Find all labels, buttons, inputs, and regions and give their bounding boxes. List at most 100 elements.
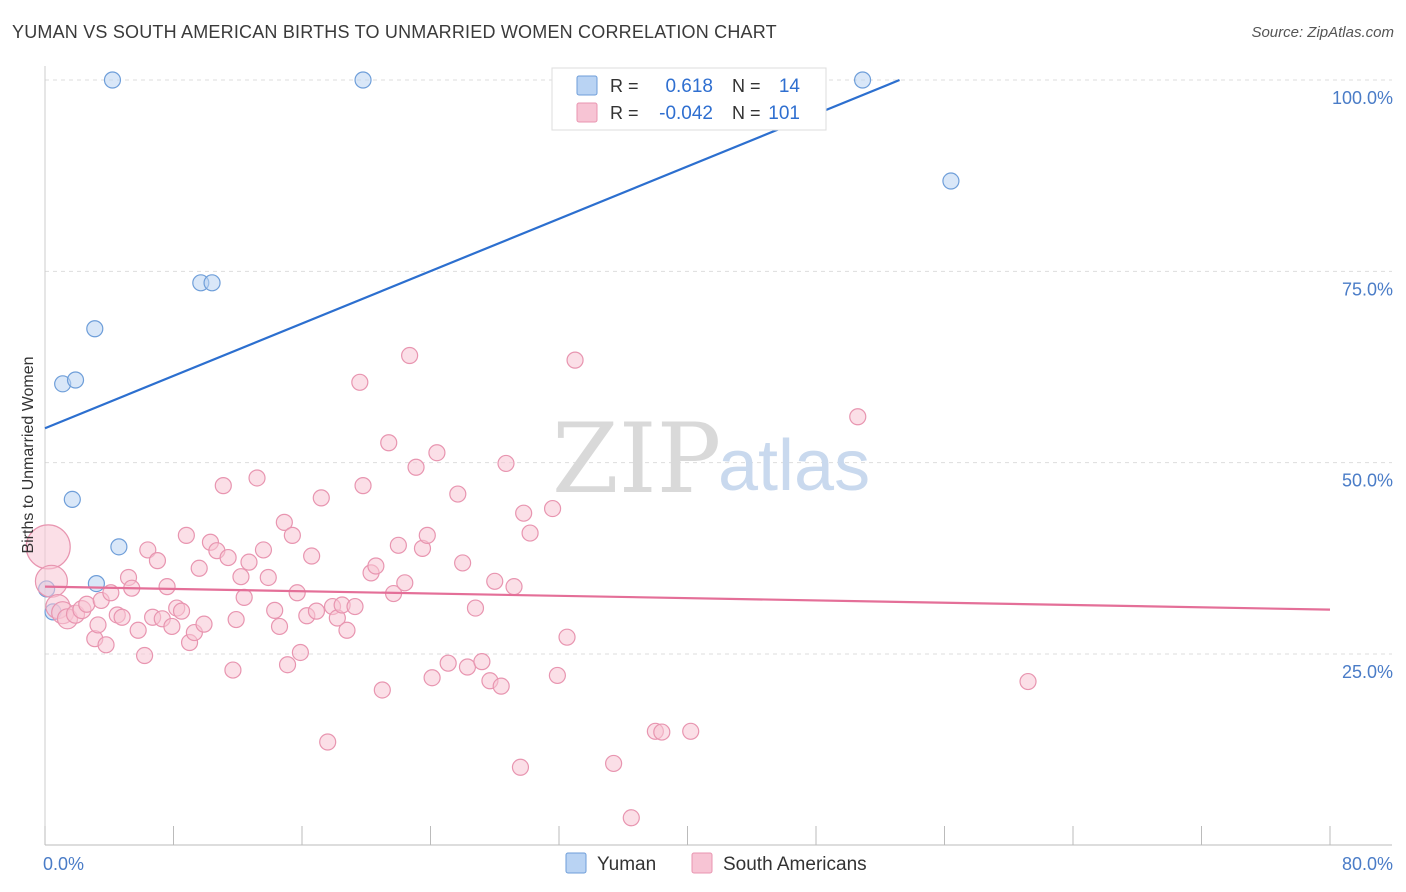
data-point-south <box>307 602 326 620</box>
data-point-south <box>566 351 584 369</box>
data-point-south <box>380 434 398 452</box>
data-point-south <box>195 615 213 633</box>
tick-labels: 25.0% 50.0% 75.0% 100.0% 0.0% 80.0% <box>43 88 1393 874</box>
data-point-south <box>177 526 195 544</box>
data-point-south <box>288 584 306 602</box>
data-point-south <box>458 658 477 676</box>
y-tick-label: 50.0% <box>1342 471 1393 491</box>
data-point-south <box>214 477 232 495</box>
data-point-south <box>129 621 147 639</box>
data-point-south <box>548 666 566 685</box>
data-point-south <box>605 754 623 773</box>
data-point-south <box>849 408 867 426</box>
data-point-south <box>1019 672 1037 691</box>
legend-r-label-south: R = <box>610 103 639 123</box>
data-point-south <box>401 346 419 365</box>
legend-box <box>551 67 827 131</box>
data-point-south <box>283 526 301 544</box>
data-point-south <box>158 578 176 596</box>
data-point-south <box>486 572 504 590</box>
data-point-south <box>270 617 289 636</box>
data-point-south <box>113 608 131 626</box>
source-label: Source: ZipAtlas.com <box>1251 24 1394 41</box>
legend-n-label-yuman: N = <box>732 76 761 96</box>
data-point-south <box>303 547 321 565</box>
data-point-yuman <box>87 574 106 593</box>
legend-bottom: Yuman South Americans <box>565 852 867 875</box>
data-point-south <box>511 758 530 776</box>
data-point-yuman <box>86 320 104 338</box>
watermark-zip: ZIP <box>552 403 721 515</box>
legend-r-label-yuman: R = <box>610 76 639 96</box>
data-point-south <box>163 617 181 636</box>
data-point-south <box>418 526 436 544</box>
watermark: ZIP atlas <box>552 403 870 515</box>
y-axis-label: Births to Unmarried Women <box>20 356 37 553</box>
data-point-south <box>373 681 391 699</box>
data-point-yuman <box>66 371 85 389</box>
data-point-yuman <box>853 71 872 89</box>
data-point-south <box>232 568 250 586</box>
data-point-south <box>312 489 330 507</box>
legend-swatch-yuman <box>576 75 598 96</box>
data-point-south <box>354 477 372 495</box>
data-point-south <box>454 554 472 572</box>
data-point-south <box>89 616 107 634</box>
data-point-south <box>235 588 253 606</box>
bottom-legend-label-yuman: Yuman <box>597 854 656 875</box>
data-point-south <box>319 733 337 751</box>
data-point-south <box>148 552 167 570</box>
bottom-legend-swatch-yuman <box>565 852 587 874</box>
data-point-south <box>428 444 446 462</box>
data-point-south <box>291 643 309 662</box>
trend-lines <box>44 78 1331 611</box>
data-point-yuman <box>110 538 128 556</box>
legend-r-value-yuman: 0.618 <box>665 76 713 97</box>
data-point-south <box>682 722 700 740</box>
data-point-south <box>219 548 237 567</box>
data-point-south <box>543 499 562 518</box>
legend-n-value-south: 101 <box>768 103 800 124</box>
data-point-south <box>622 809 640 827</box>
data-point-south <box>227 610 245 629</box>
data-point-south <box>259 568 277 587</box>
data-point-south <box>139 541 157 559</box>
legend-r-value-south: -0.042 <box>659 103 713 124</box>
trend-line-south <box>44 585 1331 611</box>
bottom-legend-swatch-south <box>691 852 713 874</box>
data-point-south <box>34 564 69 598</box>
trend-line-yuman <box>44 78 900 430</box>
legend-n-label-south: N = <box>732 103 761 123</box>
data-point-south <box>521 524 539 542</box>
data-point-south <box>97 636 115 654</box>
legend-top: R = 0.618 N = 14 R = -0.042 N = 101 <box>551 67 827 131</box>
data-point-south <box>135 646 154 665</box>
data-point-south <box>492 677 510 695</box>
data-point-south <box>248 469 266 487</box>
data-point-south <box>172 602 191 620</box>
data-point-south <box>449 485 467 503</box>
data-points <box>25 71 1037 827</box>
legend-swatch-south <box>576 102 598 123</box>
data-point-yuman <box>942 172 960 190</box>
data-point-south <box>278 656 297 674</box>
data-point-south <box>497 454 515 473</box>
data-point-south <box>423 669 441 687</box>
data-point-yuman <box>63 490 81 509</box>
data-point-south <box>338 621 356 639</box>
data-point-south <box>190 559 208 577</box>
data-point-yuman <box>354 71 372 89</box>
legend-n-value-yuman: 14 <box>779 76 801 97</box>
data-point-south <box>439 654 457 672</box>
axes <box>44 66 1392 846</box>
data-point-south <box>558 628 576 646</box>
data-point-south <box>351 373 369 391</box>
y-tick-label: 25.0% <box>1342 662 1393 682</box>
bottom-legend-label-south: South Americans <box>723 854 867 875</box>
y-tick-label: 75.0% <box>1342 279 1393 299</box>
data-point-south <box>515 504 533 522</box>
data-point-south <box>240 553 258 571</box>
data-point-south <box>505 578 523 596</box>
watermark-atlas: atlas <box>718 426 870 506</box>
data-point-yuman <box>203 274 221 292</box>
